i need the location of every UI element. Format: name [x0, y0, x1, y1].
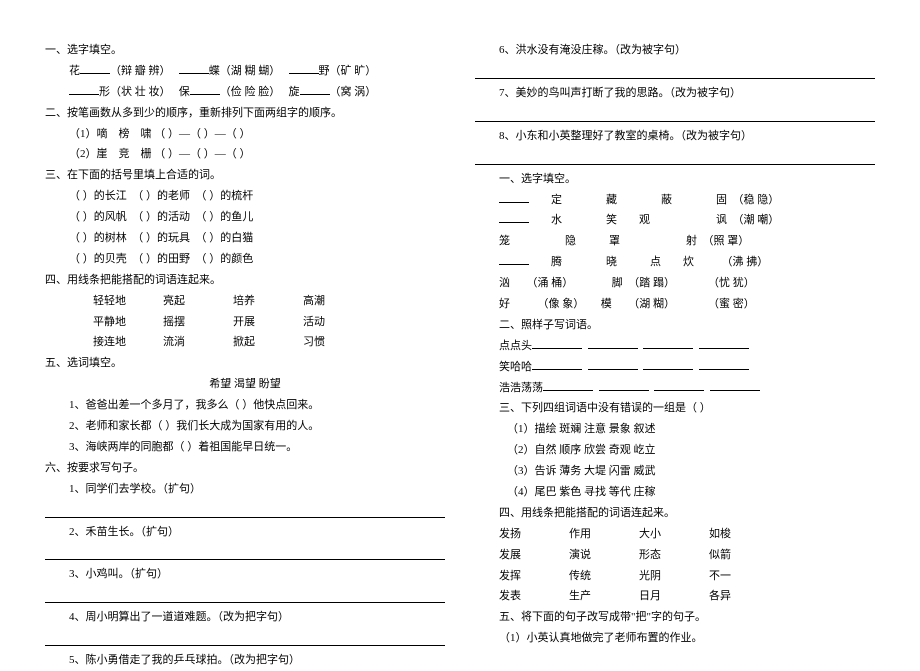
r-s5-q1: （1）小英认真地做完了老师布置的作业。: [475, 628, 875, 649]
r-section-4-title: 四、用线条把能搭配的词语连起来。: [475, 503, 875, 524]
r-s2-l2: 笑哈哈: [475, 357, 875, 378]
s4-row: 平静地摇摆开展活动: [45, 312, 445, 333]
s3-row: （ ）的长江 （ ）的老师 （ ）的梳杆: [45, 186, 445, 207]
blank: [69, 83, 99, 95]
r-s1-line: 汹 （涌 桶） 脚 （踏 蹋） （忧 犹）: [475, 273, 875, 294]
s5-q1: 1、爸爸出差一个多月了，我多么（ ）他快点回来。: [45, 395, 445, 416]
r-s4-row: 发表生产日月各异: [475, 586, 875, 607]
q8: 8、小东和小英整理好了教室的桌椅。（改为被字句）: [475, 126, 875, 147]
r-s1-line: 笼 隐 罩 射 （照 罩）: [475, 231, 875, 252]
s3-row: （ ）的贝壳 （ ）的田野 （ ）的颜色: [45, 249, 445, 270]
s3-row: （ ）的树林 （ ）的玩具 （ ）的白猫: [45, 228, 445, 249]
s4-row: 轻轻地亮起培养高潮: [45, 291, 445, 312]
s2-line1: （1）嘀 榜 啸 （ ）—（ ）—（ ）: [45, 124, 445, 145]
s6-q4: 4、周小明算出了一道道难题。（改为把字句）: [45, 607, 445, 628]
r-s3-row: （2）自然 顺序 欣尝 奇观 屹立: [475, 440, 875, 461]
blank: [289, 62, 319, 74]
section-5-title: 五、选词填空。: [45, 353, 445, 374]
s6-q3: 3、小鸡叫。（扩句）: [45, 564, 445, 585]
r-s2-l1: 点点头: [475, 336, 875, 357]
q6: 6、洪水没有淹没庄稼。（改为被字句）: [475, 40, 875, 61]
s1-line2: 形（状 壮 妆） 保（俭 险 脸） 旋（窝 涡）: [45, 82, 445, 103]
r-s3-row: （4）尾巴 紫色 寻找 等代 庄稼: [475, 482, 875, 503]
answer-line: [475, 65, 875, 79]
r-s1-line: 腾 晓 点 炊 （沸 拂）: [475, 252, 875, 273]
q7: 7、美妙的鸟叫声打断了我的思路。（改为被字句）: [475, 83, 875, 104]
r-section-3-title: 三、下列四组词语中没有错误的一组是（ ）: [475, 398, 875, 419]
s1-line1: 花（辩 瓣 辨） 蝶（湖 糊 蝴） 野（矿 旷）: [45, 61, 445, 82]
r-s2-l3: 浩浩荡荡: [475, 378, 875, 399]
s6-q5: 5、陈小勇借走了我的乒乓球拍。（改为把字句）: [45, 650, 445, 671]
r-s3-row: （1）描绘 斑斓 注意 景象 叙述: [475, 419, 875, 440]
s6-q2: 2、禾苗生长。（扩句）: [45, 522, 445, 543]
section-4-title: 四、用线条把能搭配的词语连起来。: [45, 270, 445, 291]
r-s1-line: 水 笑 观 讽 （潮 嘲）: [475, 210, 875, 231]
section-2-title: 二、按笔画数从多到少的顺序，重新排列下面两组字的顺序。: [45, 103, 445, 124]
answer-line: [45, 589, 445, 603]
r-s4-row: 发扬作用大小如梭: [475, 524, 875, 545]
answer-line: [45, 504, 445, 518]
section-6-title: 六、按要求写句子。: [45, 458, 445, 479]
r-s1-line: 定 藏 蔽 固 （稳 隐）: [475, 190, 875, 211]
r-s4-row: 发展演说形态似箭: [475, 545, 875, 566]
section-3-title: 三、在下面的括号里填上合适的词。: [45, 165, 445, 186]
r-section-2-title: 二、照样子写词语。: [475, 315, 875, 336]
blank: [179, 62, 209, 74]
section-1-title: 一、选字填空。: [45, 40, 445, 61]
r-s4-row: 发挥传统光阴不一: [475, 566, 875, 587]
answer-line: [45, 632, 445, 646]
s3-row: （ ）的风帆 （ ）的活动 （ ）的鱼儿: [45, 207, 445, 228]
r-s3-row: （3）告诉 薄务 大堤 闪雷 威武: [475, 461, 875, 482]
blank: [190, 83, 220, 95]
s2-line2: （2）崖 竞 栅 （ ）—（ ）—（ ）: [45, 144, 445, 165]
answer-line: [45, 546, 445, 560]
s5-words: 希望 渴望 盼望: [45, 374, 445, 395]
answer-line: [475, 151, 875, 165]
r-section-1-title: 一、选字填空。: [475, 169, 875, 190]
blank: [80, 62, 110, 74]
blank: [300, 83, 330, 95]
s5-q2: 2、老师和家长都（ ）我们长大成为国家有用的人。: [45, 416, 445, 437]
s6-q1: 1、同学们去学校。（扩句）: [45, 479, 445, 500]
s5-q3: 3、海峡两岸的同胞都（ ）着祖国能早日统一。: [45, 437, 445, 458]
r-section-5-title: 五、将下面的句子改写成带"把"字的句子。: [475, 607, 875, 628]
r-s1-line: 好 （像 象） 模 （湖 糊） （蜜 密）: [475, 294, 875, 315]
s4-row: 接连地流淌掀起习惯: [45, 332, 445, 353]
answer-line: [475, 108, 875, 122]
